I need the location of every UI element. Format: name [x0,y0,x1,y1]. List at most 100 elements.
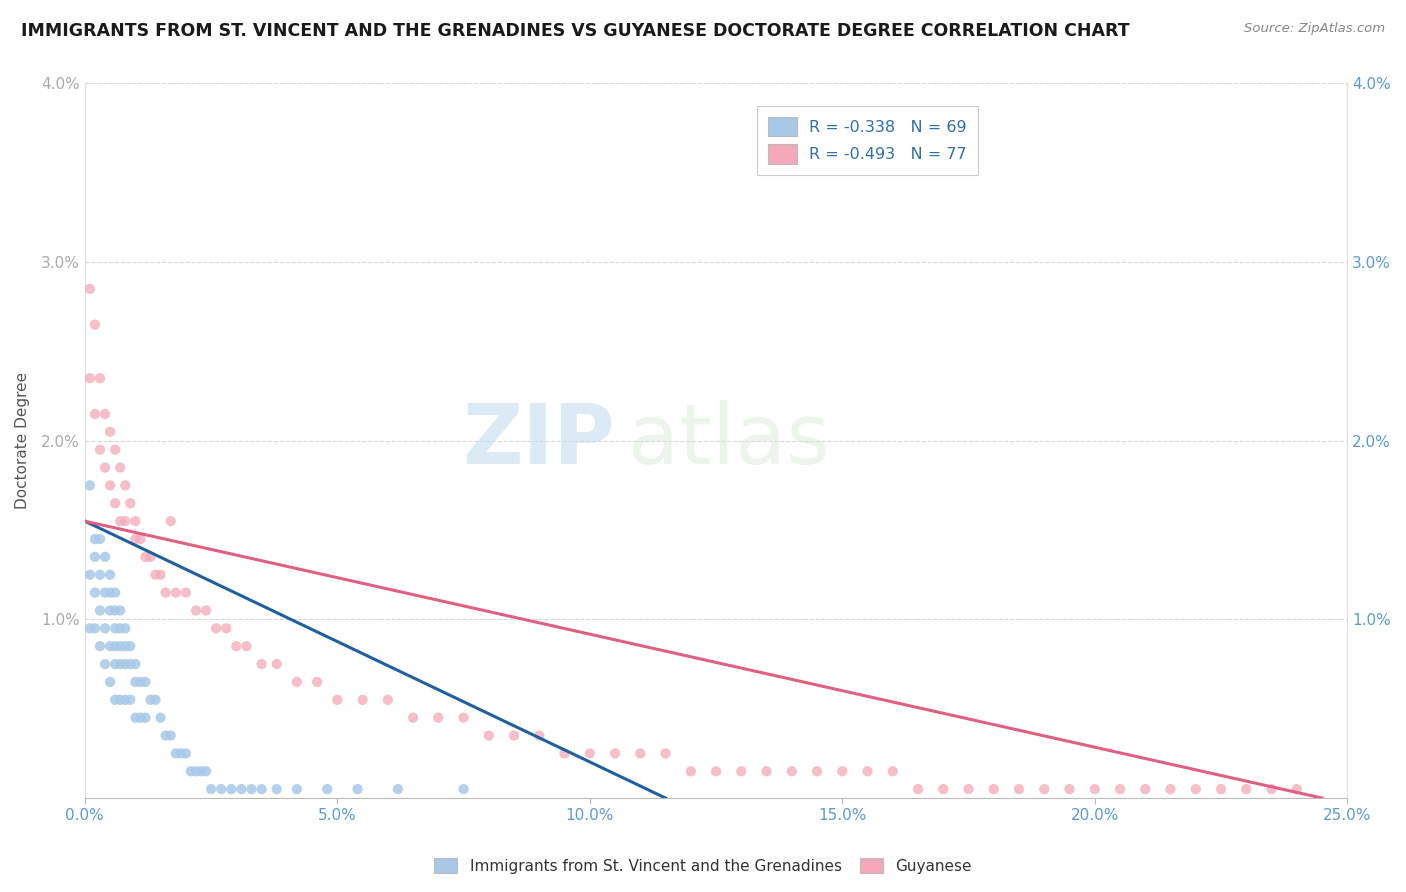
Point [209,782,232,797]
Point [84,532,107,546]
Point [155,729,177,743]
Point [1084,782,1107,797]
Point [79,371,101,385]
Point [124,532,146,546]
Point [184,603,207,617]
Point [806,764,828,779]
Point [326,693,349,707]
Point [104,639,127,653]
Point [94,585,117,599]
Point [104,496,127,510]
Point [195,764,218,779]
Point [139,693,162,707]
Point [1260,782,1282,797]
Point [603,747,626,761]
Point [79,621,101,635]
Point [1184,782,1206,797]
Point [856,764,879,779]
Point [149,711,172,725]
Point [453,782,475,797]
Point [240,782,263,797]
Point [346,782,368,797]
Point [114,693,136,707]
Point [98,567,121,582]
Point [89,442,111,457]
Point [704,764,727,779]
Point [84,407,107,421]
Point [402,711,425,725]
Point [108,621,131,635]
Point [98,425,121,439]
Point [89,371,111,385]
Point [250,657,273,671]
Point [180,764,202,779]
Point [882,764,904,779]
Point [478,729,501,743]
Point [89,603,111,617]
Point [134,711,156,725]
Point [84,318,107,332]
Point [266,657,288,671]
Point [84,549,107,564]
Text: atlas: atlas [627,401,830,482]
Point [79,282,101,296]
Point [108,514,131,528]
Point [159,729,181,743]
Text: IMMIGRANTS FROM ST. VINCENT AND THE GRENADINES VS GUYANESE DOCTORATE DEGREE CORR: IMMIGRANTS FROM ST. VINCENT AND THE GREN… [21,22,1129,40]
Point [190,764,212,779]
Point [98,675,121,690]
Point [554,747,576,761]
Point [120,657,142,671]
Point [114,639,136,653]
Text: ZIP: ZIP [463,401,614,482]
Point [352,693,374,707]
Point [1160,782,1182,797]
Point [104,693,127,707]
Point [285,675,308,690]
Point [108,693,131,707]
Point [134,675,156,690]
Point [907,782,929,797]
Point [170,747,193,761]
Point [250,782,273,797]
Point [174,585,197,599]
Point [84,585,107,599]
Point [205,621,228,635]
Point [108,603,131,617]
Point [453,711,475,725]
Point [94,657,117,671]
Point [654,747,676,761]
Point [114,514,136,528]
Point [316,782,339,797]
Text: Source: ZipAtlas.com: Source: ZipAtlas.com [1244,22,1385,36]
Point [1008,782,1031,797]
Point [104,442,127,457]
Point [98,478,121,492]
Point [134,549,156,564]
Point [221,782,243,797]
Point [215,621,238,635]
Point [285,782,308,797]
Point [628,747,651,761]
Point [124,675,146,690]
Point [200,782,222,797]
Point [104,585,127,599]
Legend: R = -0.338   N = 69, R = -0.493   N = 77: R = -0.338 N = 69, R = -0.493 N = 77 [756,106,979,175]
Point [145,567,167,582]
Point [139,549,162,564]
Point [98,585,121,599]
Point [184,764,207,779]
Point [89,639,111,653]
Point [427,711,450,725]
Point [780,764,803,779]
Point [84,621,107,635]
Y-axis label: Doctorate Degree: Doctorate Degree [15,372,30,509]
Point [120,639,142,653]
Point [1033,782,1056,797]
Point [755,764,778,779]
Point [1285,782,1308,797]
Point [94,621,117,635]
Point [266,782,288,797]
Point [89,532,111,546]
Point [124,711,146,725]
